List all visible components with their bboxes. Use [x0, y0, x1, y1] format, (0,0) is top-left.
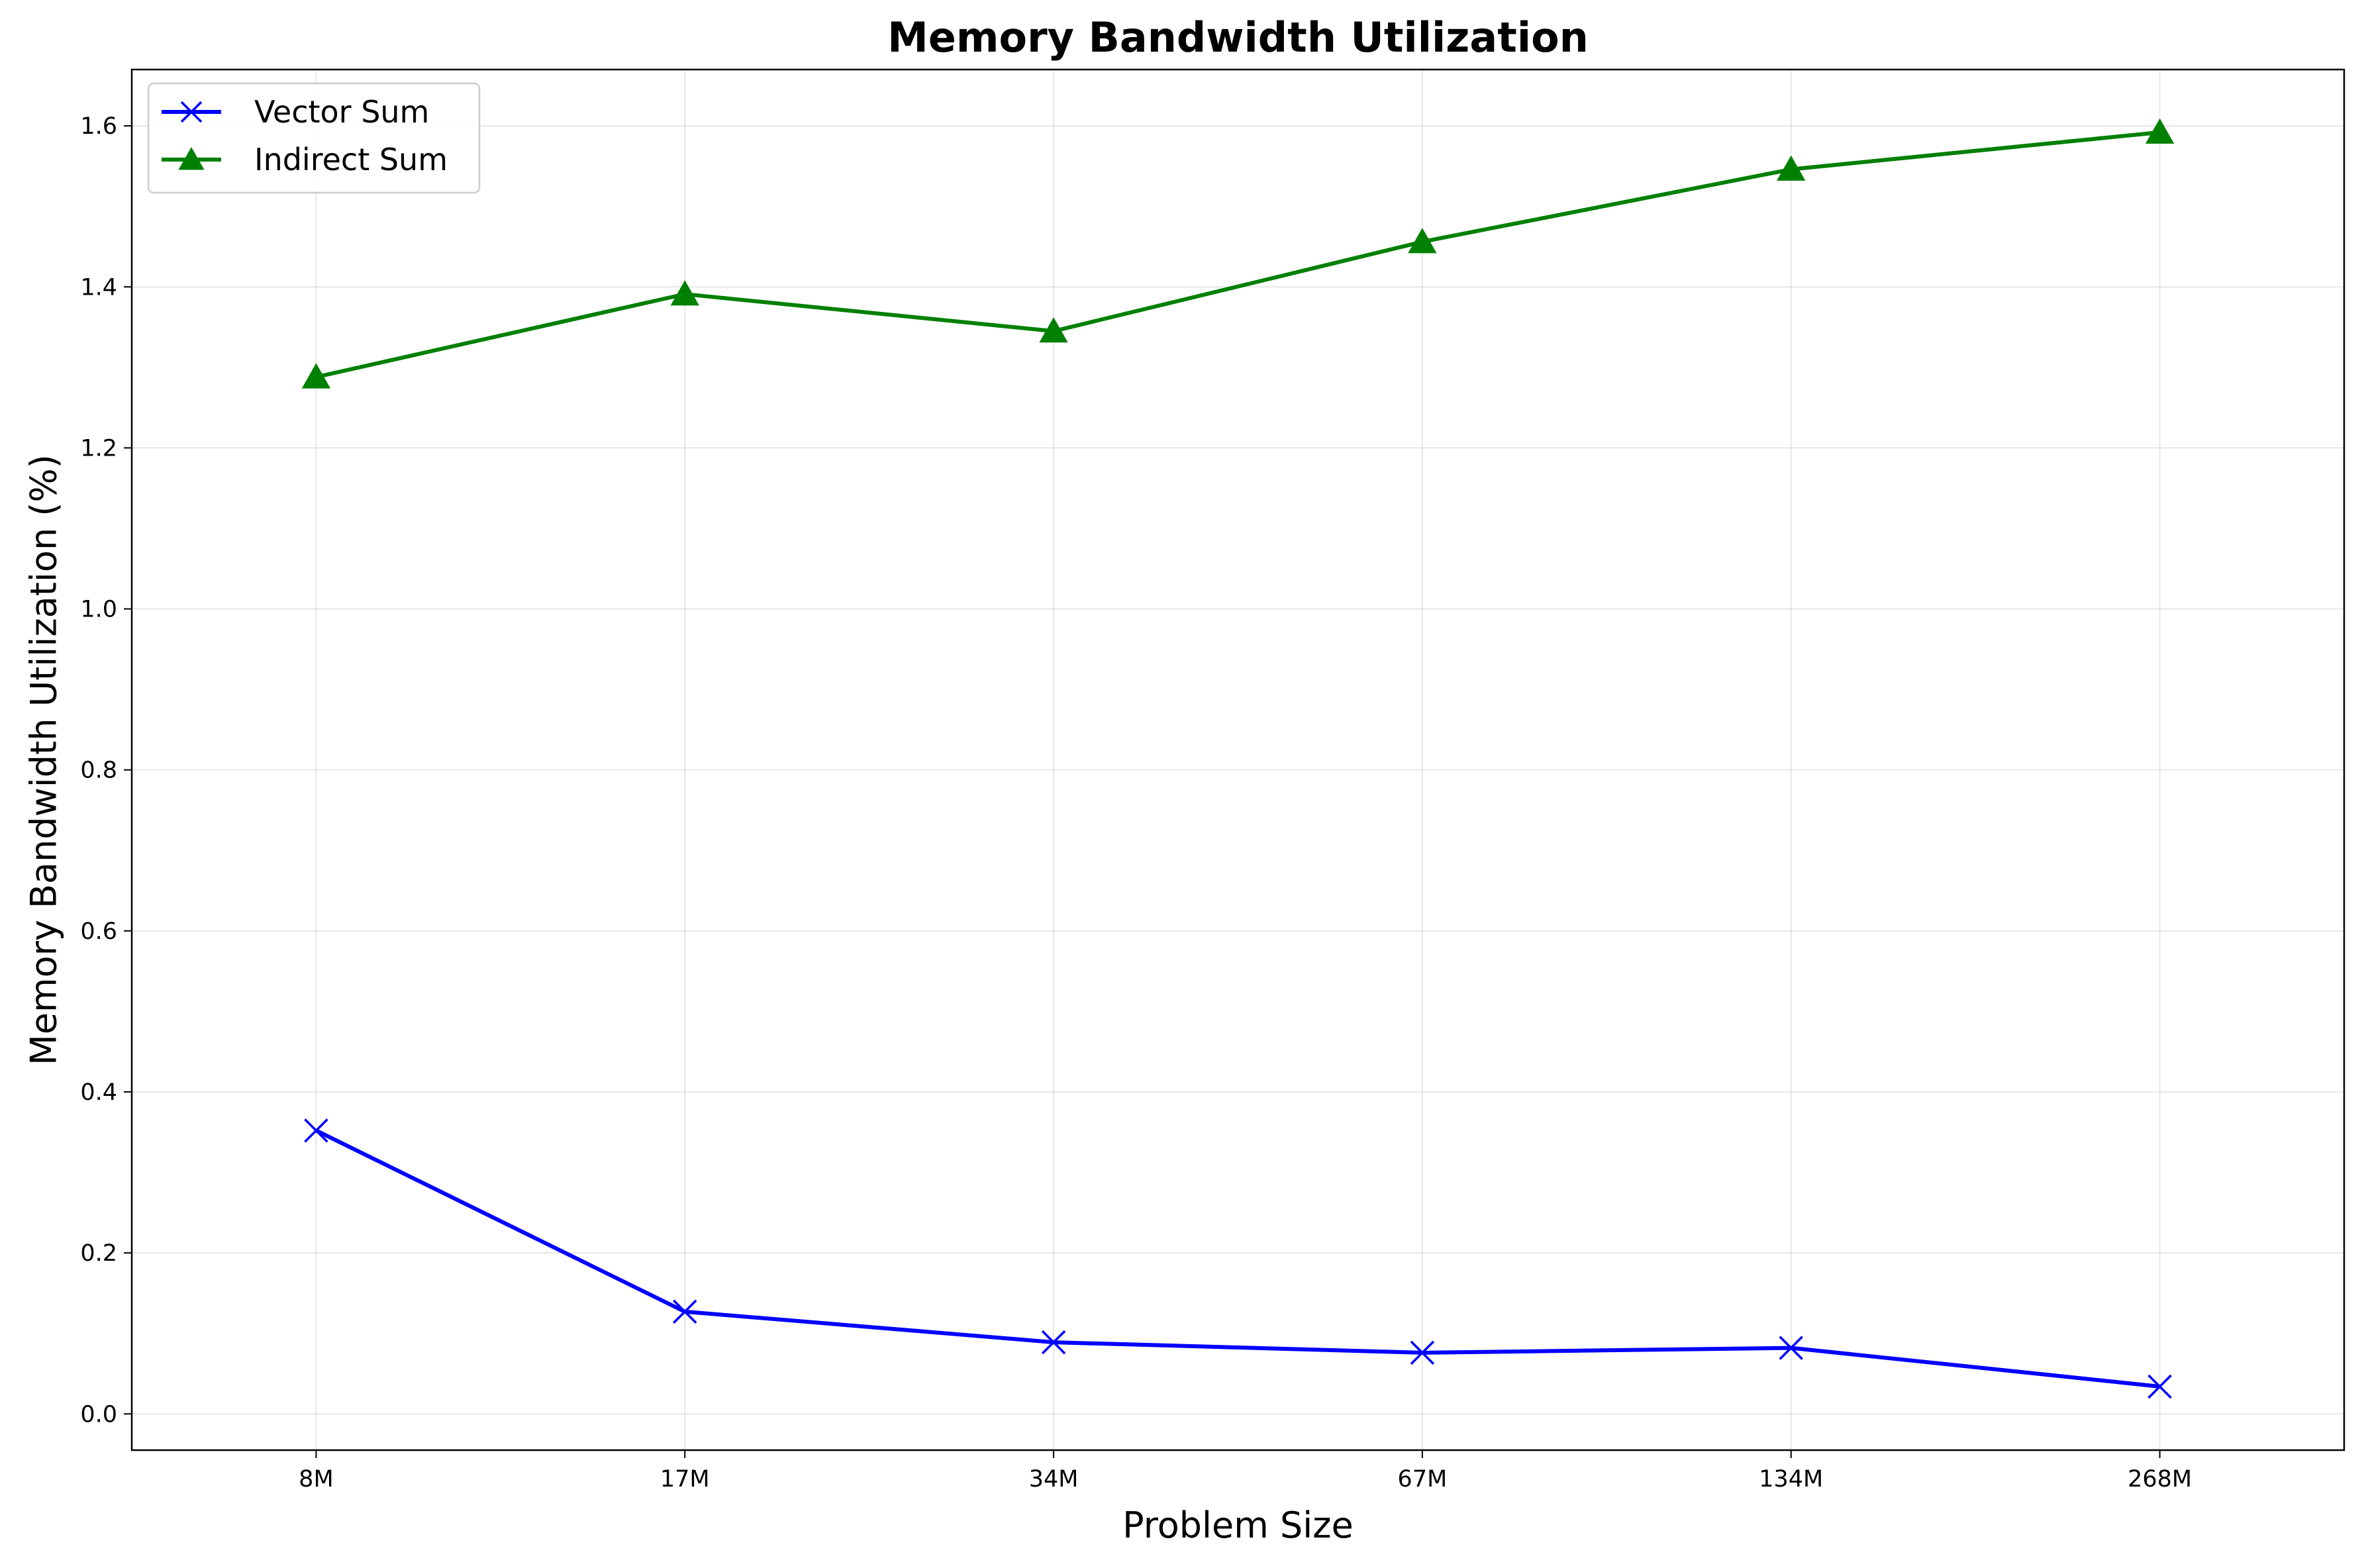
data-point [1779, 1336, 1803, 1360]
legend-label: Vector Sum [254, 94, 429, 130]
legend-marker-stroke [180, 101, 203, 123]
y-tick-label: 1.2 [80, 435, 117, 462]
data-point [673, 1299, 697, 1324]
data-point-stroke [673, 1299, 697, 1324]
legend-entry: Vector Sum [162, 94, 429, 130]
series-vector-sum [304, 1118, 2172, 1399]
data-point-stroke [1779, 1336, 1803, 1360]
y-tick-label: 0.8 [80, 758, 117, 784]
data-point [301, 363, 331, 389]
legend-marker [178, 146, 205, 170]
data-point-stroke [304, 1118, 328, 1143]
data-point [1777, 155, 1806, 181]
data-point [670, 280, 699, 306]
y-tick-label: 0.0 [80, 1401, 117, 1428]
legend-marker [180, 101, 203, 123]
data-point [1410, 1340, 1435, 1365]
data-point-stroke [1410, 1340, 1435, 1365]
data-point [1039, 317, 1068, 343]
x-tick-label: 17M [660, 1466, 710, 1493]
plot-area-frame [130, 68, 2345, 1451]
y-tick-label: 1.4 [80, 274, 117, 301]
legend-entry: Indirect Sum [162, 142, 448, 177]
data-point [2145, 118, 2175, 144]
y-tick-label: 0.2 [80, 1240, 117, 1267]
y-axis-title: Memory Bandwidth Utilization (%) [23, 454, 65, 1065]
x-tick-label: 34M [1029, 1466, 1079, 1493]
data-point-stroke [2147, 1374, 2172, 1399]
series-line [315, 130, 2160, 379]
legend-box [147, 82, 481, 194]
legend: Vector Sum Indirect Sum [147, 82, 481, 194]
data-point [1408, 228, 1437, 254]
data-point-stroke [1041, 1330, 1066, 1355]
axis-ticks: 8M 17M 34M 67M 134M 268M 0.0 0.2 0.4 0.6 0.8 1.0 1.2… [80, 113, 2192, 1493]
y-tick-label: 0.4 [80, 1079, 117, 1106]
series-group [301, 118, 2175, 1399]
series-line [315, 1128, 2160, 1389]
y-tick-label: 1.0 [80, 597, 117, 623]
x-tick-label: 67M [1398, 1466, 1448, 1493]
y-tick-label: 0.6 [80, 918, 117, 945]
series-indirect-sum [301, 118, 2175, 389]
legend-label: Indirect Sum [254, 142, 448, 177]
y-tick-label: 1.6 [80, 113, 117, 140]
x-axis-title: Problem Size [1122, 1504, 1354, 1546]
x-tick-label: 8M [299, 1466, 333, 1493]
data-point [1041, 1330, 1066, 1355]
chart-title: Memory Bandwidth Utilization [887, 13, 1589, 62]
data-point [304, 1118, 328, 1143]
x-tick-label: 268M [2128, 1466, 2192, 1493]
data-point [2147, 1374, 2172, 1399]
x-tick-label: 134M [1759, 1466, 1823, 1493]
